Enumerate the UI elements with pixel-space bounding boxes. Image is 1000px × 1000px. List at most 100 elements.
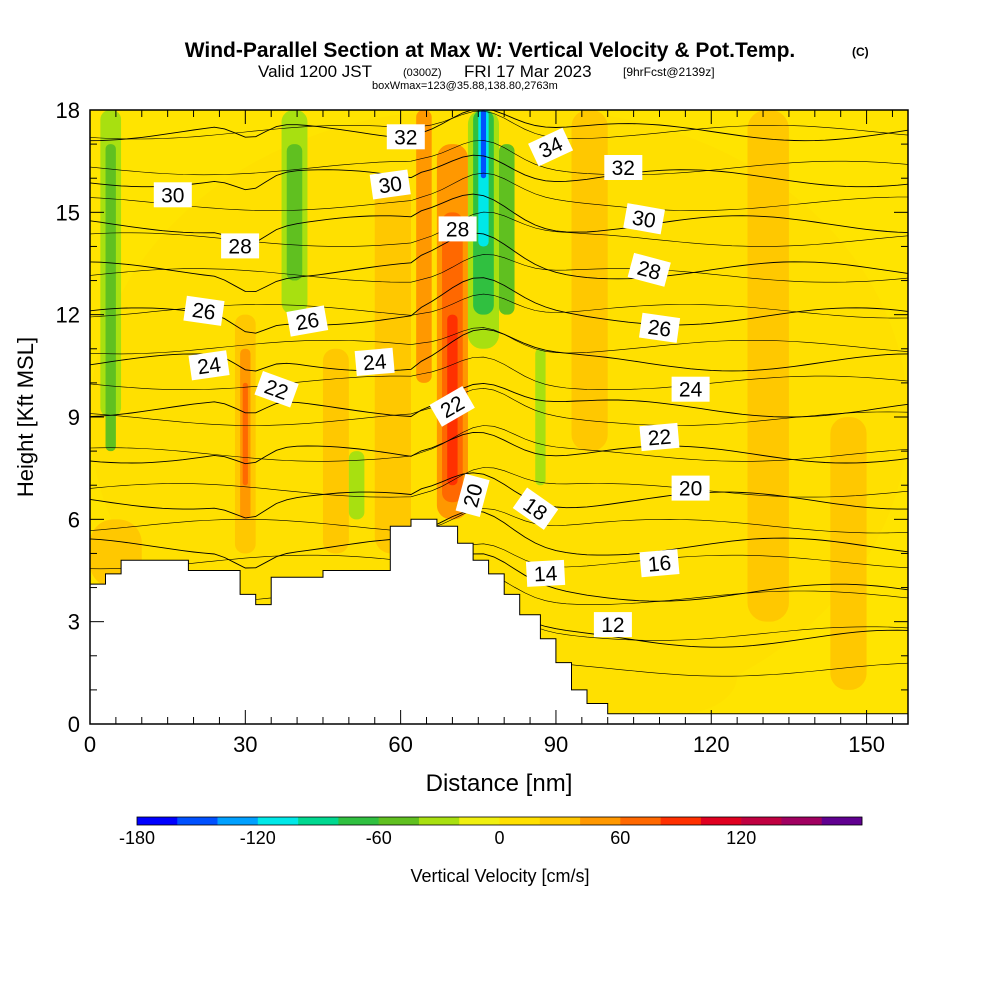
theta-contour (90, 510, 908, 569)
contour-label-box (369, 169, 411, 200)
contour-label-text: 30 (377, 172, 403, 198)
contour-label: 16 (639, 549, 680, 578)
contour-label: 32 (604, 155, 643, 180)
colorbar-swatch (620, 817, 661, 825)
contour-label-text: 24 (196, 353, 223, 379)
contour-label-box (183, 295, 225, 326)
contour-label-box (221, 233, 260, 259)
x-tick-label: 150 (848, 732, 885, 757)
velocity-cell (607, 638, 738, 714)
theta-contour-minor (90, 356, 908, 391)
contour-label-box (525, 559, 566, 587)
contour-label-box (286, 305, 329, 337)
colorbar-swatch (298, 817, 339, 825)
colorbar-tick-label: -60 (366, 828, 392, 848)
theta-contour-minor (90, 254, 908, 283)
contour-label: 28 (438, 216, 477, 242)
velocity-cell (416, 110, 432, 383)
contour-label: 28 (221, 233, 260, 259)
colorbar-swatch (821, 817, 863, 825)
theta-contour-minor (90, 387, 908, 426)
contour-label-text: 26 (191, 299, 217, 325)
colorbar-swatch (499, 817, 541, 825)
copyright-mark: (C) (852, 45, 869, 59)
contour-label-text: 12 (601, 614, 624, 637)
contour-label-box (354, 347, 395, 377)
colorbar-swatch (177, 817, 218, 825)
velocity-cell (571, 110, 608, 452)
contour-label: 30 (623, 203, 665, 235)
contour-label: 30 (369, 169, 411, 200)
colorbar-frame (136, 816, 863, 826)
colorbar-swatch (338, 817, 379, 825)
contour-label-text: 32 (394, 126, 417, 149)
y-tick-label: 9 (68, 405, 80, 430)
colorbar-swatch (378, 817, 420, 825)
colorbar-swatch (217, 817, 259, 825)
theta-contour-minor (90, 425, 908, 462)
x-tick-label: 90 (544, 732, 568, 757)
contour-label: 24 (354, 347, 395, 377)
contour-label: 12 (593, 612, 632, 638)
header: Wind-Parallel Section at Max W: Vertical… (185, 39, 869, 92)
contour-label: 26 (286, 305, 329, 337)
contour-label: 24 (188, 350, 230, 381)
contour-label-text: 22 (647, 426, 672, 451)
contour-label-text: 30 (161, 184, 184, 207)
contour-label-text: 24 (362, 350, 388, 375)
colorbar-tick-label: 120 (726, 828, 756, 848)
contour-label-box (671, 376, 710, 402)
contour-label-box (438, 216, 477, 242)
theta-contour-minor (90, 172, 908, 211)
y-tick-label: 12 (56, 303, 80, 328)
colorbar-swatch (137, 817, 178, 825)
colorbar-label: Vertical Velocity [cm/s] (410, 866, 589, 886)
theta-contour-minor (90, 140, 908, 176)
x-tick-label: 120 (693, 732, 730, 757)
contour-label-text: 14 (533, 562, 558, 586)
contour-label-box (429, 386, 475, 427)
contour-label-box (639, 312, 681, 343)
colorbar-swatch (459, 817, 500, 825)
colorbar-ticks: -180 -120 -60 0 60 120 (119, 828, 756, 848)
colorbar-tick-label: 60 (610, 828, 630, 848)
contour-label-box (623, 203, 665, 235)
forecast-info: [9hrFcst@2139z] (623, 65, 715, 79)
theta-contour (90, 232, 908, 293)
x-tick-label: 0 (84, 732, 96, 757)
colorbar-swatch (700, 817, 742, 825)
theta-contour-minor (90, 543, 908, 570)
theta-contour (90, 431, 908, 465)
contour-label-box (386, 124, 425, 150)
x-axis-label: Distance [nm] (426, 770, 573, 797)
contour-label: 24 (671, 376, 710, 402)
velocity-cell (242, 382, 248, 486)
contour-label-box (188, 350, 230, 381)
contour-label-box (627, 252, 671, 287)
theta-contour (90, 382, 908, 418)
velocity-cell (286, 144, 303, 281)
contour-label-box (639, 549, 680, 578)
theta-contour-minor (90, 467, 908, 498)
contour-label-box (512, 487, 559, 530)
theta-contour (90, 472, 908, 519)
contour-label-box (153, 182, 192, 208)
contour-label-box (593, 612, 632, 638)
velocity-cell (480, 110, 487, 179)
theta-contour-minor (90, 327, 908, 355)
y-tick-label: 18 (56, 98, 80, 123)
contour-label-text: 26 (646, 316, 672, 342)
theta-contour-minor (90, 508, 908, 534)
velocity-cell (348, 451, 365, 520)
colorbar-swatch (781, 817, 823, 825)
velocity-cell (105, 144, 116, 452)
contour-label-text: 30 (630, 206, 657, 233)
contour-label-text: 32 (612, 157, 635, 180)
theta-contour (90, 110, 908, 142)
colorbar-tick-label: 0 (494, 828, 504, 848)
colorbar-swatch (580, 817, 621, 825)
contour-label: 22 (639, 422, 680, 452)
valid-time-date: FRI 17 Mar 2023 (464, 62, 592, 81)
